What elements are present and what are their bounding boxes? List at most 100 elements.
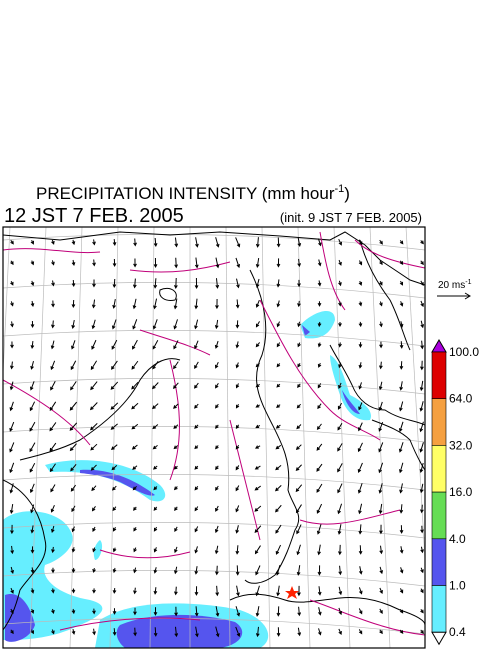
wind-arrow [316, 483, 323, 493]
wind-arrow [235, 525, 239, 534]
wind-arrow [153, 587, 158, 595]
wind-arrow [132, 339, 138, 350]
wind-arrow [173, 486, 178, 491]
wind-arrow [215, 445, 219, 450]
wind-arrow [112, 608, 117, 615]
wind-arrow [30, 629, 35, 635]
wind-arrow [30, 608, 35, 614]
wind-arrow [71, 299, 76, 309]
meridian [149, 227, 155, 648]
wind-arrow [255, 383, 260, 388]
wind-arrow [419, 380, 424, 392]
wind-arrow [215, 383, 219, 389]
parallel [3, 282, 425, 299]
wind-arrow [296, 403, 301, 409]
wind-arrow [132, 465, 138, 470]
wind-arrow [195, 237, 199, 248]
wind-arrow [338, 238, 342, 246]
wind-arrow [378, 462, 384, 474]
wind-arrow [131, 423, 139, 430]
wind-arrow [91, 485, 97, 492]
wind-arrow [235, 237, 241, 248]
wind-arrow [357, 483, 363, 494]
wind-arrow [399, 525, 404, 534]
wind-arrow [112, 258, 117, 268]
wind-arrow [50, 360, 56, 371]
wind-arrow [379, 239, 383, 245]
wind-arrow [276, 627, 281, 637]
wind-arrow [255, 321, 260, 328]
wind-arrow [153, 506, 158, 511]
wind-arrow [92, 259, 96, 267]
wind-arrow [235, 505, 240, 513]
wind-arrow [131, 402, 139, 410]
wind-arrow [378, 401, 383, 412]
wind-arrow [419, 462, 424, 474]
wind-arrow [276, 321, 281, 328]
wind-arrow [91, 319, 96, 330]
wind-arrow [317, 321, 322, 328]
wind-arrow [275, 504, 282, 513]
wind-arrow [235, 320, 240, 329]
parallel [3, 426, 425, 443]
wind-arrow [235, 444, 240, 450]
wind-arrow [399, 361, 404, 370]
wind-arrow [111, 339, 118, 350]
wind-arrow [358, 587, 363, 595]
wind-arrow [92, 588, 96, 594]
colorbar-label: 16.0 [449, 485, 473, 499]
wind-arrow [379, 629, 383, 635]
wind-arrow [398, 421, 404, 433]
wind-arrow [30, 320, 35, 329]
wind-arrow [51, 588, 55, 594]
wind-arrow [338, 586, 343, 596]
wind-arrow [399, 260, 404, 266]
meridian [29, 227, 47, 648]
wind-arrow [297, 237, 302, 248]
wind-arrow [255, 278, 260, 288]
wind-arrow [112, 238, 117, 247]
colorbar-over [431, 339, 447, 353]
colorbar-bin [431, 445, 447, 493]
parallel [3, 570, 425, 587]
wind-arrow [30, 239, 35, 245]
wind-arrow [173, 340, 179, 350]
wind-arrow [92, 239, 96, 246]
wind-arrow [10, 587, 14, 594]
wind-arrow [51, 629, 55, 635]
wind-arrow [358, 629, 363, 635]
colorbar-bin [431, 585, 447, 633]
wind-arrow [153, 465, 158, 470]
wind-arrow [194, 257, 199, 269]
wind-arrow [215, 626, 220, 638]
wind-arrow [338, 362, 342, 369]
wind-arrow [152, 444, 158, 450]
wind-arrow [379, 280, 383, 286]
wind-arrow [338, 321, 342, 328]
meridian [297, 227, 311, 648]
wind-arrow [358, 422, 363, 432]
colorbar-under [431, 631, 447, 646]
wind-arrow [297, 258, 302, 268]
wind-arrow [194, 445, 199, 450]
wind-arrow [215, 298, 219, 310]
wind-arrow [399, 483, 403, 494]
wind-arrow [174, 257, 179, 269]
wind-arrow [399, 381, 404, 391]
wind-arrow [30, 504, 35, 514]
pressure-contours [3, 231, 425, 636]
wind-arrow [275, 444, 282, 450]
wind-arrow [420, 588, 424, 594]
wind-arrow [358, 402, 363, 411]
wind-arrow [276, 606, 281, 617]
wind-arrow [90, 381, 98, 391]
wind-arrow [9, 381, 14, 391]
wind-arrow [133, 627, 137, 637]
wind-arrow [255, 404, 260, 408]
wind-arrow [255, 237, 260, 248]
wind-arrow [70, 484, 77, 492]
wind-arrow [133, 547, 137, 553]
wind-arrow [338, 607, 343, 616]
wind-arrow [152, 340, 159, 350]
wind-arrow [420, 320, 425, 329]
